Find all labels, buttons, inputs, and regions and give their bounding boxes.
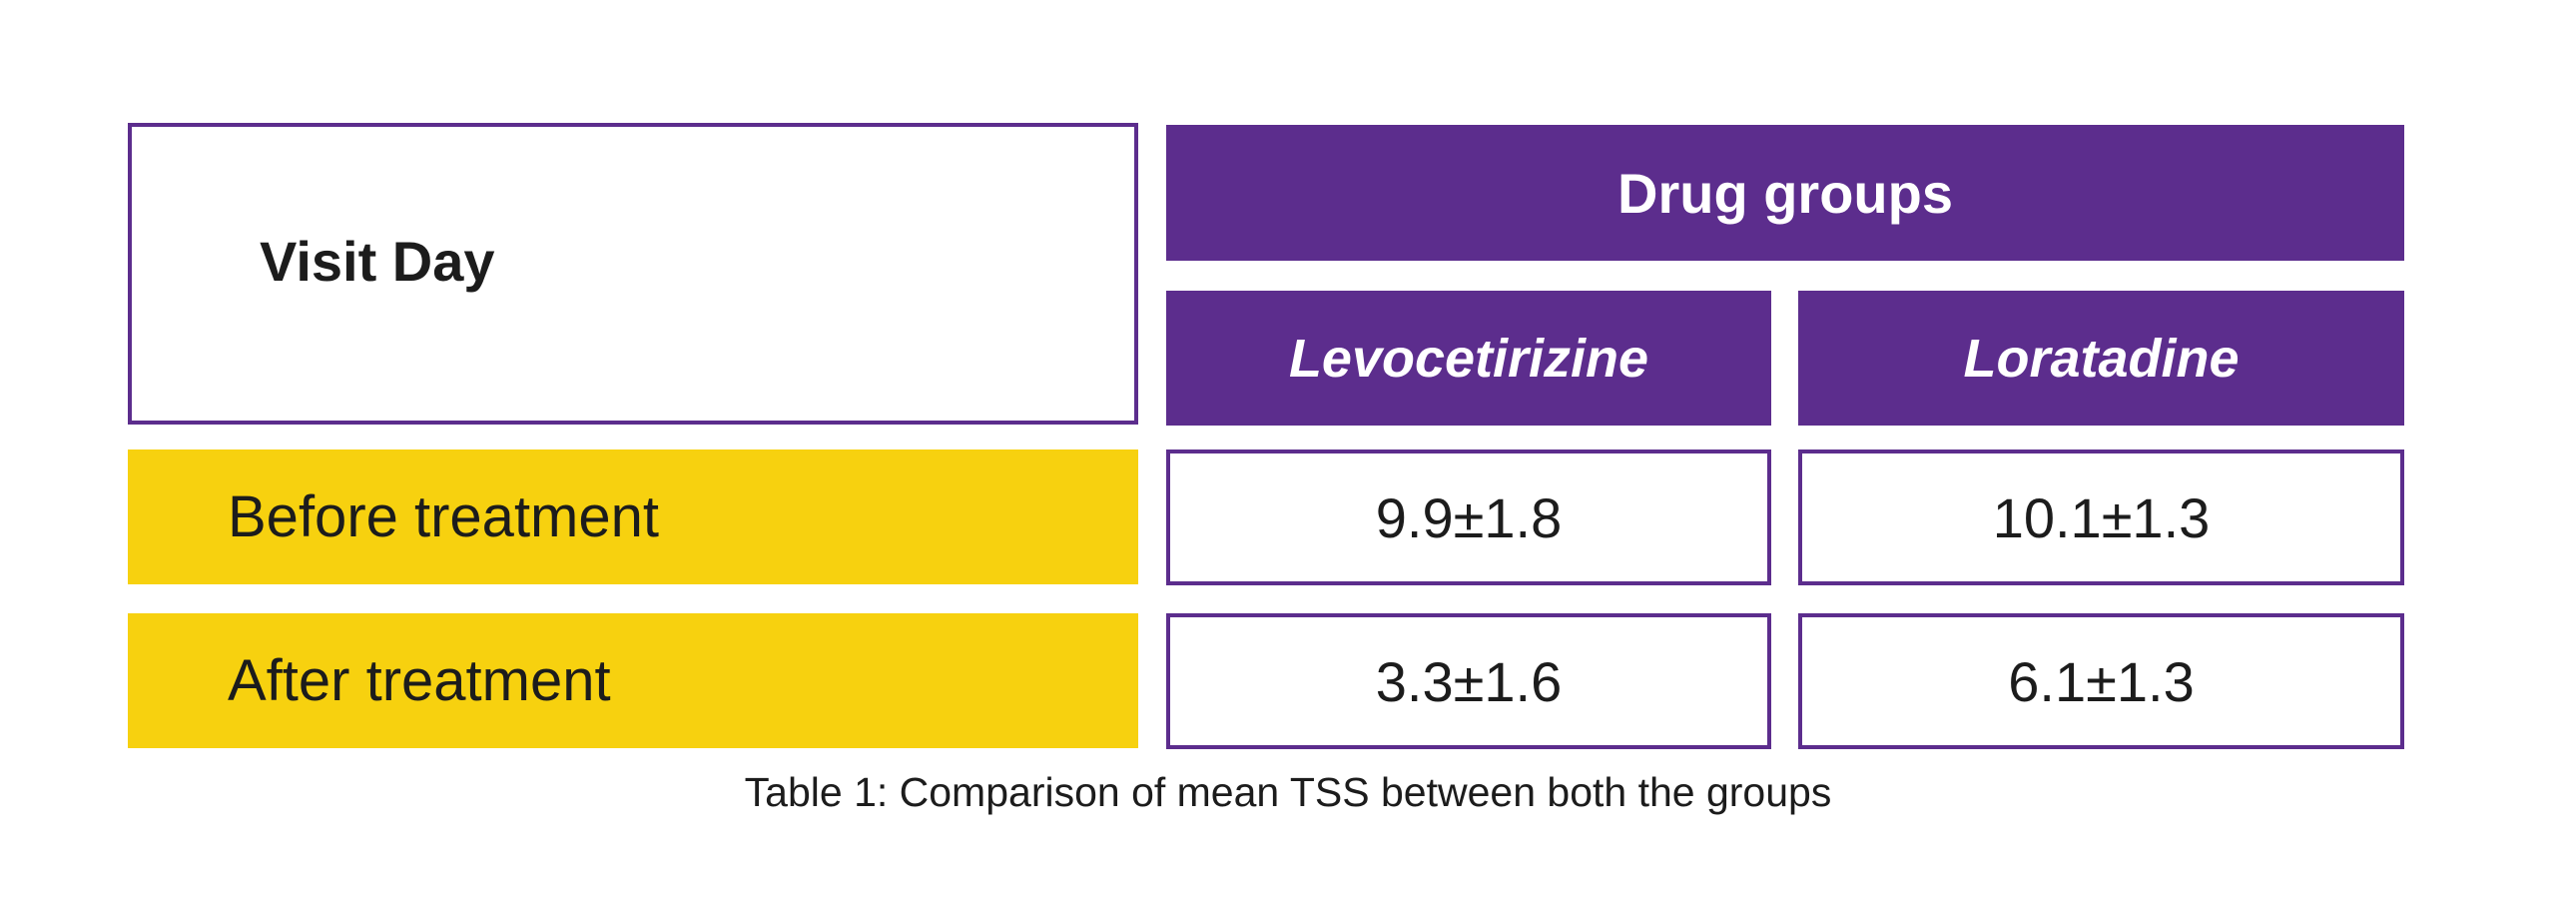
table-cell-before-levocetirizine: 9.9±1.8: [1166, 449, 1771, 585]
visit-day-header-cell: Visit Day: [128, 123, 1138, 425]
table-cell-before-loratadine: 10.1±1.3: [1798, 449, 2404, 585]
table-cell-after-loratadine: 6.1±1.3: [1798, 613, 2404, 749]
row-label-before-treatment: Before treatment: [128, 449, 1138, 584]
table-caption: Table 1: Comparison of mean TSS between …: [744, 769, 1832, 815]
column-header-loratadine: Loratadine: [1798, 291, 2404, 426]
row-label-after-treatment: After treatment: [128, 613, 1138, 748]
column-header-levocetirizine: Levocetirizine: [1166, 291, 1771, 426]
drug-groups-header: Drug groups: [1166, 125, 2404, 261]
table-cell-after-levocetirizine: 3.3±1.6: [1166, 613, 1771, 749]
visit-day-header: Visit Day: [260, 229, 495, 293]
